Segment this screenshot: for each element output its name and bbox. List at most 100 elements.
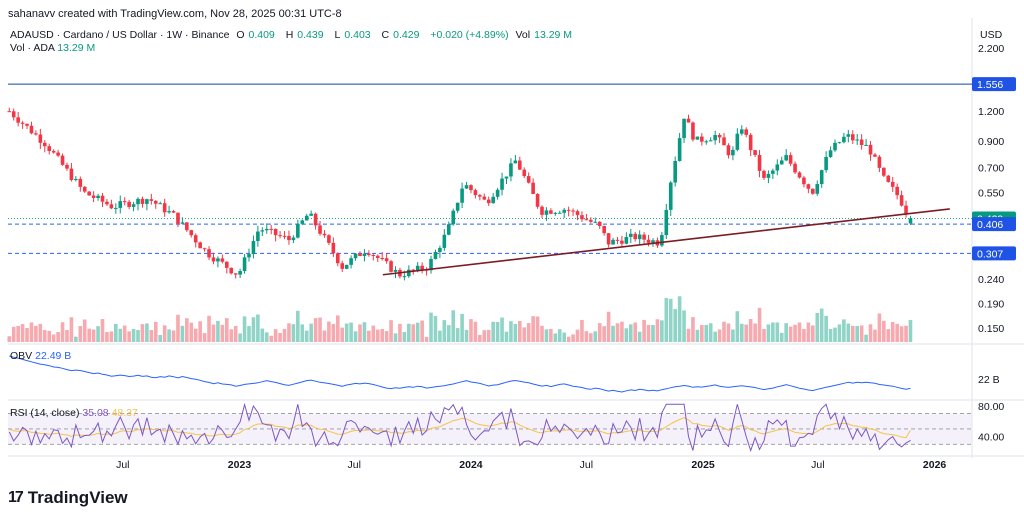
volume-bar: [726, 323, 731, 342]
candle-down: [193, 233, 198, 248]
volume-bar: [486, 329, 491, 342]
volume-bar: [118, 328, 123, 342]
candle-up: [455, 202, 460, 213]
volume-bar: [748, 319, 753, 342]
volume-bar: [380, 329, 384, 342]
volume-bar: [11, 326, 16, 342]
rsi-line: [8, 402, 911, 453]
candle-body: [606, 233, 611, 245]
volume-bar: [313, 318, 318, 342]
candle-up: [167, 205, 171, 214]
volume-legend-value: 13.29 M: [57, 42, 96, 54]
candle-body: [65, 164, 69, 169]
volume-bar: [140, 324, 145, 342]
candle-down: [566, 206, 571, 217]
candle-up: [731, 146, 735, 161]
volume-bar: [886, 329, 891, 342]
candle-down: [522, 167, 527, 178]
volume-bar: [859, 325, 864, 342]
candle-body: [668, 182, 673, 210]
candle-up: [238, 268, 242, 279]
tradingview-logo[interactable]: 17 TradingView: [8, 488, 128, 508]
candle-body: [34, 133, 38, 135]
candle-body: [446, 224, 451, 235]
candle-up: [260, 227, 265, 237]
candle-down: [327, 234, 331, 246]
candle-body: [7, 111, 12, 113]
x-tick-label: Jul: [348, 459, 361, 471]
candle-body: [313, 213, 318, 226]
candle-down: [207, 246, 211, 261]
candle-up: [846, 129, 851, 143]
x-tick-label: Jul: [116, 459, 129, 471]
candle-body: [722, 137, 726, 146]
candle-down: [220, 254, 225, 264]
candle-body: [589, 219, 593, 222]
volume-bar: [278, 333, 282, 342]
candle-down: [340, 260, 345, 273]
candle-down: [726, 143, 731, 159]
candle-down: [211, 252, 216, 265]
volume-bar: [668, 298, 673, 342]
candle-body: [82, 186, 87, 192]
candle-body: [189, 230, 194, 236]
candle-body: [509, 163, 513, 177]
candle-down: [25, 123, 29, 129]
candle-body: [473, 190, 478, 196]
candle-body: [646, 239, 651, 243]
volume-bar: [327, 321, 331, 342]
candle-down: [189, 229, 194, 238]
candle-up: [446, 221, 451, 236]
currency-label[interactable]: USD: [980, 29, 1003, 41]
candle-up: [828, 146, 833, 158]
candle-body: [575, 211, 580, 216]
candle-up: [779, 156, 784, 165]
candle-up: [256, 225, 260, 247]
volume-bar: [344, 323, 349, 342]
symbol-title[interactable]: ADAUSD · Cardano / US Dollar · 1W · Bina…: [10, 29, 230, 41]
candle-body: [42, 142, 47, 147]
volume-bar: [269, 335, 273, 342]
volume-bar: [464, 329, 469, 342]
candle-down: [793, 161, 797, 174]
candle-body: [637, 234, 642, 240]
volume-bar: [779, 332, 784, 342]
candle-body: [47, 146, 52, 151]
volume-bar: [731, 329, 735, 342]
candle-body: [766, 173, 771, 178]
volume-bar: [708, 323, 713, 342]
volume-bar: [882, 320, 886, 342]
volume-bar: [606, 311, 611, 342]
volume-bar: [349, 322, 353, 342]
candle-down: [890, 176, 895, 192]
candle-body: [353, 253, 358, 259]
volume-bar: [757, 307, 762, 342]
volume-bar: [91, 329, 96, 342]
candle-down: [60, 153, 65, 166]
volume-bar: [335, 315, 340, 342]
candle-up: [438, 245, 442, 258]
obv-label[interactable]: OBV: [10, 350, 33, 362]
candle-up: [353, 252, 358, 261]
candle-body: [602, 225, 606, 234]
candle-body: [739, 129, 744, 134]
candle-up: [771, 168, 775, 180]
candle-body: [287, 235, 291, 241]
candle-down: [269, 224, 273, 235]
volume-bar: [145, 323, 149, 342]
candle-body: [304, 215, 309, 221]
volume-legend-label[interactable]: Vol · ADA: [10, 42, 55, 54]
candle-body: [327, 235, 331, 243]
candle-down: [602, 225, 606, 236]
candle-down: [380, 252, 384, 261]
rsi-label[interactable]: RSI (14, close): [10, 407, 80, 419]
candle-down: [149, 193, 154, 205]
volume-bar: [775, 322, 780, 342]
volume-bar: [384, 331, 389, 342]
candle-down: [287, 230, 291, 245]
symbol-legend: ADAUSD · Cardano / US Dollar · 1W · Bina…: [10, 29, 580, 41]
candle-up: [513, 154, 518, 164]
candle-body: [162, 203, 167, 213]
volume-bar: [149, 330, 154, 342]
